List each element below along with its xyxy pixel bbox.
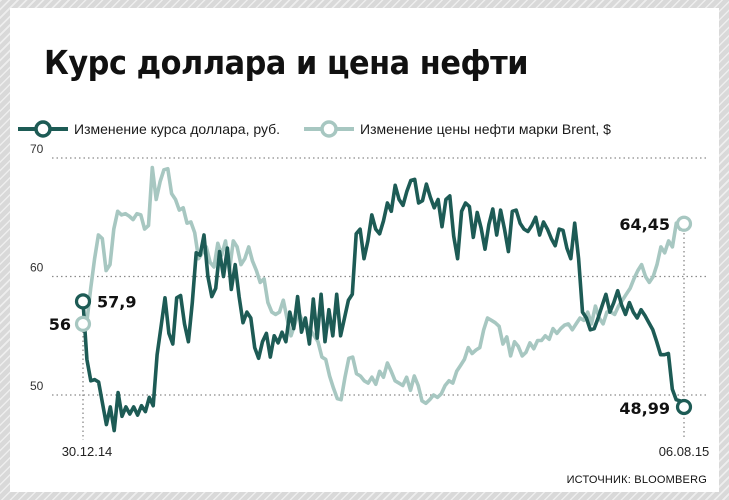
series-line-brent (81, 165, 686, 406)
start-marker-usd (74, 293, 92, 310)
series-line-usd (81, 177, 686, 433)
legend-label-usd: Изменение курса доллара, руб. (74, 121, 281, 137)
legend-swatch-usd (18, 120, 68, 138)
start-value-label-brent: 56 (49, 315, 71, 334)
legend-item-brent: Изменение цены нефти марки Brent, $ (304, 118, 611, 140)
chart-title: Курс доллара и цена нефти (44, 42, 529, 82)
legend-swatch-brent (304, 120, 355, 138)
end-marker-brent (675, 215, 693, 232)
x-start-date-label: 30.12.14 (62, 444, 113, 459)
y-tick-label-50: 50 (30, 379, 44, 393)
title-bar: Курс доллара и цена нефти (10, 33, 578, 91)
end-marker-usd (675, 398, 693, 416)
legend-item-usd: Изменение курса доллара, руб. (18, 118, 280, 140)
x-end-date-label: 06.08.15 (659, 444, 710, 459)
start-value-label-usd: 57,9 (97, 292, 136, 311)
start-marker-brent (74, 315, 92, 332)
legend-label-brent: Изменение цены нефти марки Brent, $ (360, 121, 611, 137)
end-value-label-usd: 48,99 (619, 399, 670, 418)
series-layer (81, 165, 686, 433)
y-tick-label-70: 70 (30, 142, 44, 156)
end-value-label-brent: 64,45 (619, 215, 670, 234)
source-note: ИСТОЧНИК: BLOOMBERG (566, 474, 707, 486)
marker-layer (74, 215, 693, 416)
legend: Изменение курса доллара, руб. Изменение … (18, 116, 635, 142)
y-tick-label-60: 60 (30, 261, 44, 275)
label-layer: 50 60 70 57,9 56 64,45 48,99 30.12.14 06.08.15 (30, 142, 709, 459)
